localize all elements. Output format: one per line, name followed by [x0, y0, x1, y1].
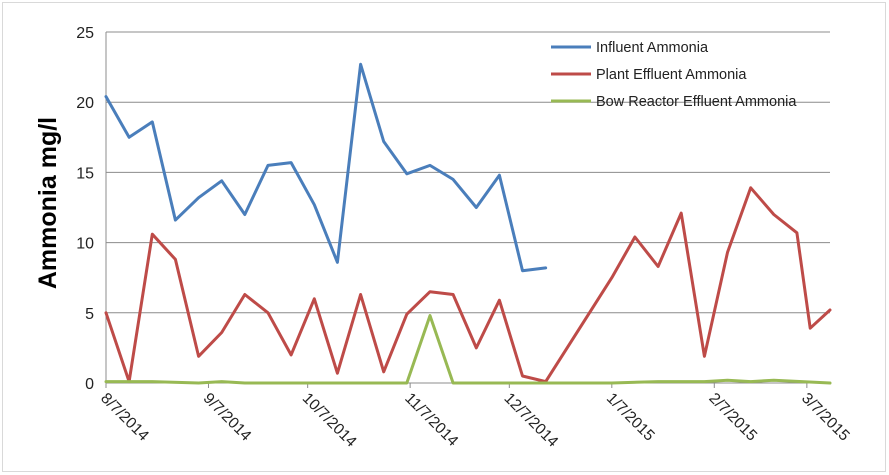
y-axis-ticks: 0 5 10 15 20 25 — [76, 25, 94, 393]
y-tick-label: 10 — [76, 236, 94, 253]
y-tick-label: 25 — [76, 25, 94, 42]
series-line-2 — [104, 186, 832, 384]
y-tick-label: 5 — [85, 306, 94, 323]
series-line-3 — [104, 314, 832, 385]
legend-label: Influent Ammonia — [596, 40, 709, 56]
x-tick-label: 10/7/2014 — [299, 390, 360, 451]
legend: Influent Ammonia Plant Effluent Ammonia Bo… — [551, 40, 797, 110]
y-tick-label: 15 — [76, 165, 94, 182]
x-tick-label: 9/7/2014 — [200, 390, 255, 445]
x-tick-label: 12/7/2014 — [500, 390, 561, 451]
y-tick-label: 20 — [76, 95, 94, 112]
x-tick-label: 11/7/2014 — [401, 390, 461, 450]
legend-label: Bow Reactor Effluent Ammonia — [596, 94, 797, 110]
y-axis-title: Ammonia mg/l — [34, 117, 62, 289]
x-tick-label: 8/7/2014 — [97, 390, 152, 445]
y-tick-label: 0 — [85, 376, 94, 393]
series-line-1 — [104, 62, 548, 273]
series-layer — [104, 62, 832, 385]
x-tick-label: 1/7/2015 — [603, 390, 658, 445]
x-tick-label: 3/7/2015 — [798, 390, 853, 445]
x-tick-label: 2/7/2015 — [705, 390, 760, 445]
legend-label: Plant Effluent Ammonia — [596, 67, 747, 83]
